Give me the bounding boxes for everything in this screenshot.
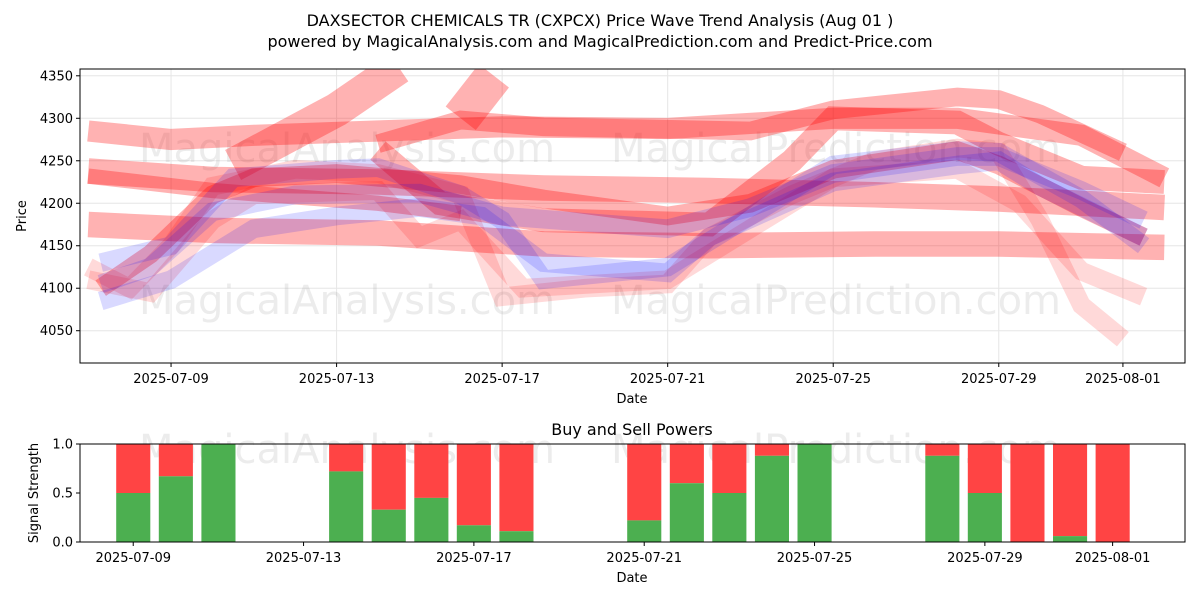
buy-bar: [754, 455, 789, 542]
y-tick-label: 0.0: [52, 536, 73, 551]
wave-band-5: [445, 69, 509, 131]
x-tick-label: 2025-07-25: [777, 551, 853, 566]
buy-bar: [371, 509, 406, 542]
x-tick-label: 2025-07-17: [464, 372, 540, 387]
y-tick-label: 4300: [40, 112, 73, 127]
y-tick-label: 4050: [40, 324, 73, 339]
top-x-ticks: 2025-07-09 2025-07-13 2025-07-17 2025-07-21…: [133, 363, 1161, 387]
wave-band-3: [87, 168, 462, 222]
x-tick-label: 2025-07-25: [795, 372, 871, 387]
watermark-text: MagicalPrediction.com: [611, 126, 1061, 172]
x-tick-label: 2025-07-09: [133, 372, 209, 387]
top-y-axis-label: Price: [15, 200, 30, 232]
x-tick-label: 2025-07-09: [95, 551, 171, 566]
sell-bar: [329, 444, 364, 472]
x-tick-label: 2025-07-29: [961, 372, 1037, 387]
buy-bar: [1053, 536, 1088, 542]
x-tick-label: 2025-08-01: [1075, 551, 1151, 566]
buy-bar: [329, 471, 364, 542]
chart-title: DAXSECTOR CHEMICALS TR (CXPCX) Price Wav…: [307, 11, 894, 30]
buy-bar: [116, 493, 151, 542]
wave-band-1: [87, 158, 1165, 221]
buy-bar: [712, 493, 747, 542]
buy-bar: [627, 520, 662, 542]
watermark-text: MagicalAnalysis.com: [139, 278, 555, 324]
y-tick-label: 0.5: [52, 487, 73, 502]
wave-band-11: [97, 151, 1148, 310]
top-x-axis-label: Date: [616, 392, 647, 407]
sell-bar: [116, 444, 151, 493]
wave-bands: [84, 69, 1170, 347]
buy-bar: [414, 497, 449, 542]
sell-bar: [627, 444, 662, 521]
x-tick-label: 2025-07-13: [299, 372, 375, 387]
top-plot-frame: [79, 68, 1186, 364]
y-tick-label: 4250: [40, 154, 73, 169]
wave-band-0: [87, 107, 1170, 188]
sell-bar: [1053, 444, 1088, 537]
buy-bar: [456, 525, 491, 542]
sell-bar: [712, 444, 747, 493]
y-tick-label: 4100: [40, 282, 73, 297]
watermark-text: MagicalPrediction.com: [611, 278, 1061, 324]
buy-bar: [669, 483, 704, 542]
x-tick-label: 2025-07-21: [606, 551, 682, 566]
top-grid: [80, 69, 1185, 363]
power-bars: [116, 444, 1130, 542]
buy-bar: [201, 444, 236, 542]
buy-bar: [158, 476, 193, 542]
y-tick-label: 4200: [40, 197, 73, 212]
bottom-x-ticks: 2025-07-09 2025-07-13 2025-07-17 2025-07-21…: [95, 542, 1150, 566]
x-tick-label: 2025-07-17: [436, 551, 512, 566]
sell-bar: [456, 444, 491, 526]
wave-band-9: [86, 159, 1148, 306]
buy-bar: [925, 455, 960, 542]
watermark-text: MagicalAnalysis.com: [139, 126, 555, 172]
sell-bar: [754, 444, 789, 456]
y-tick-label: 4350: [40, 69, 73, 84]
buy-bar: [967, 493, 1002, 542]
wave-band-4: [225, 69, 409, 180]
wave-band-2: [87, 211, 1165, 261]
bottom-chart-title: Buy and Sell Powers: [551, 420, 713, 439]
sell-bar: [1095, 444, 1130, 542]
sell-bar: [158, 444, 193, 477]
wave-band-10: [95, 141, 1148, 296]
buy-bar: [499, 531, 534, 542]
x-tick-label: 2025-07-13: [266, 551, 342, 566]
bottom-y-axis-label: Signal Strength: [27, 443, 42, 543]
sell-bar: [1010, 444, 1045, 542]
buy-bar: [797, 444, 832, 542]
wave-band-7: [370, 106, 1165, 237]
wave-band-13: [98, 141, 1150, 290]
bottom-x-axis-label: Date: [616, 571, 647, 586]
y-tick-label: 4150: [40, 239, 73, 254]
y-tick-label: 1.0: [52, 438, 73, 453]
buy-sell-power-plot: MagicalAnalysis.comMagicalPrediction.com…: [52, 427, 1186, 566]
sell-bar: [371, 444, 406, 510]
sell-bar: [925, 444, 960, 456]
wave-band-8: [84, 138, 1129, 347]
top-y-ticks: 4050 4100 4150 4200 4250 4300 4350: [40, 69, 80, 339]
x-tick-label: 2025-07-21: [630, 372, 706, 387]
sell-bar: [499, 444, 534, 532]
x-tick-label: 2025-08-01: [1085, 372, 1161, 387]
price-wave-plot: MagicalAnalysis.com MagicalPrediction.com…: [40, 68, 1186, 387]
sell-bar: [669, 444, 704, 484]
sell-bar: [414, 444, 449, 498]
chart-subtitle: powered by MagicalAnalysis.com and Magic…: [267, 32, 932, 51]
wave-band-6: [375, 87, 1127, 161]
sell-bar: [967, 444, 1002, 493]
x-tick-label: 2025-07-29: [947, 551, 1023, 566]
bottom-y-ticks: 0.0 0.5 1.0: [52, 438, 80, 551]
wave-band-12: [97, 147, 1148, 293]
top-watermarks: MagicalAnalysis.com MagicalPrediction.com…: [139, 126, 1061, 324]
